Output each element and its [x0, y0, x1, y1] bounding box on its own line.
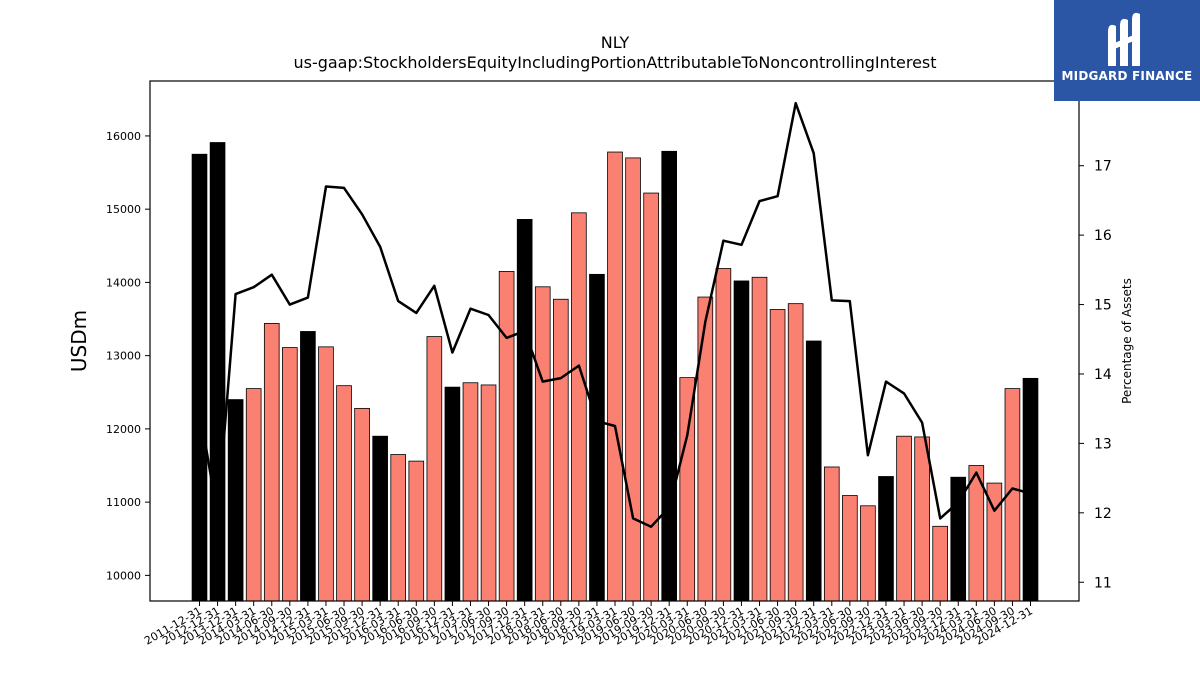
bar-2024-12-31 — [1022, 377, 1039, 602]
bar-2017-06-30 — [480, 384, 497, 602]
bar-2019-12-31 — [661, 150, 678, 602]
bar-2022-12-31 — [878, 476, 894, 602]
bar-2021-12-31 — [805, 340, 822, 602]
y-tick-label: 15000 — [106, 203, 141, 216]
y-tick-label: 12000 — [106, 423, 141, 436]
chart-subtitle: us-gaap:StockholdersEquityIncludingPorti… — [293, 53, 936, 72]
bar-2016-12-31 — [444, 386, 461, 602]
bar-2014-06-30 — [263, 323, 280, 602]
bar-2020-03-31 — [679, 377, 696, 602]
midgard-finance-logo: MIDGARD FINANCE — [1054, 0, 1200, 101]
bar-2017-09-30 — [498, 271, 515, 602]
bar-2018-09-30 — [571, 212, 587, 602]
bar-series — [191, 142, 1039, 602]
y-tick-label: 11000 — [106, 496, 141, 509]
bar-2020-06-30 — [697, 296, 714, 602]
bar-2019-09-30 — [643, 192, 659, 602]
chart-title: NLY — [601, 33, 630, 52]
y2-tick-label: 12 — [1094, 506, 1112, 522]
bar-2017-12-31 — [516, 219, 533, 602]
bar-2019-03-31 — [607, 151, 623, 602]
right-axis: 11 12 13 14 15 16 17 — [1079, 159, 1112, 591]
bar-2018-12-31 — [589, 273, 605, 602]
y-tick-label: 16000 — [106, 130, 141, 143]
y2-tick-label: 16 — [1094, 228, 1112, 244]
bar-2013-12-31 — [227, 399, 244, 602]
y-tick-label: 10000 — [106, 569, 141, 582]
bar-2021-06-30 — [769, 309, 786, 602]
y2-tick-label: 11 — [1094, 575, 1112, 591]
y-axis-label: USDm — [67, 310, 91, 372]
bar-2016-09-30 — [426, 336, 443, 602]
bar-2018-06-30 — [552, 298, 569, 602]
logo-text: MIDGARD FINANCE — [1061, 69, 1193, 83]
bar-2011-12-31 — [191, 153, 208, 602]
bar-2023-06-30 — [914, 436, 930, 602]
bar-2020-12-31 — [733, 280, 750, 602]
bar-2022-06-30 — [842, 495, 858, 602]
bar-2022-03-31 — [823, 466, 840, 602]
bar-2021-03-31 — [751, 276, 768, 602]
bar-2023-09-30 — [932, 525, 948, 602]
bar-2015-03-31 — [318, 346, 334, 602]
y2-tick-label: 17 — [1094, 159, 1112, 175]
bar-2014-09-30 — [282, 347, 298, 602]
y-tick-label: 13000 — [106, 350, 141, 363]
bar-2012-12-31 — [209, 142, 226, 602]
bar-2016-06-30 — [408, 460, 425, 602]
logo-mark-icon — [1108, 12, 1140, 66]
bar-2015-09-30 — [354, 407, 370, 602]
x-axis: 2011-12-312012-12-312013-12-312014-03-31… — [142, 601, 1035, 648]
bar-2014-03-31 — [245, 388, 262, 602]
y2-tick-label: 15 — [1094, 298, 1112, 314]
bar-2014-12-31 — [300, 331, 316, 602]
bar-2022-09-30 — [860, 505, 876, 602]
bar-2021-09-30 — [787, 303, 804, 602]
bar-2017-03-31 — [462, 382, 479, 602]
bar-2016-03-31 — [390, 454, 407, 602]
y2-tick-label: 13 — [1094, 436, 1112, 452]
y2-tick-label: 14 — [1094, 367, 1112, 383]
bar-2023-03-31 — [896, 435, 912, 602]
percentage-line — [198, 101, 1031, 528]
y2-axis-label: Percentage of Assets — [1120, 278, 1134, 404]
bar-2018-03-31 — [534, 286, 551, 602]
bar-2015-06-30 — [336, 385, 352, 602]
left-axis: 10000 11000 12000 13000 14000 15000 16000 — [106, 130, 150, 582]
bar-2015-12-31 — [372, 435, 388, 602]
bar-2019-06-30 — [625, 157, 641, 602]
y-tick-label: 14000 — [106, 276, 141, 289]
bar-2020-09-30 — [715, 268, 732, 602]
